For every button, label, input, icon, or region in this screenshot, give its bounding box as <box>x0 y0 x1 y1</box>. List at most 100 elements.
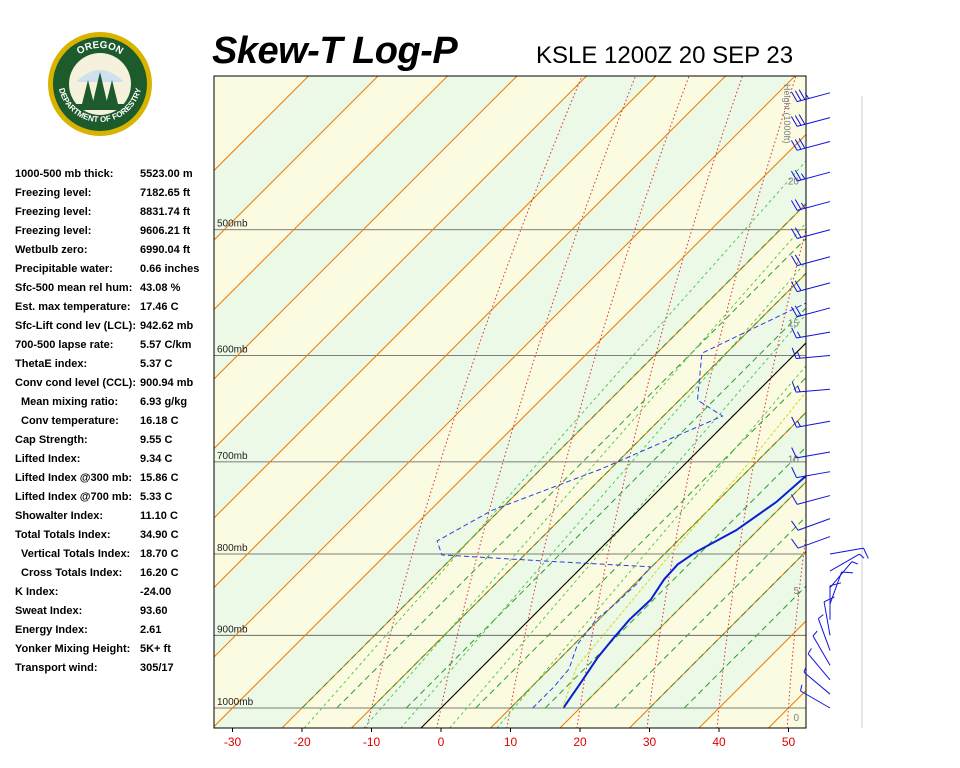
pressure-label: 400mb <box>217 65 248 76</box>
index-label: Wetbulb zero: <box>15 244 88 256</box>
index-value: 16.18 C <box>140 415 179 427</box>
x-tick-label: 40 <box>712 735 726 749</box>
index-label: Sfc-Lift cond lev (LCL): <box>15 320 136 332</box>
pressure-label: 700mb <box>217 451 248 462</box>
index-value: 8831.74 ft <box>140 206 191 218</box>
index-label: Vertical Totals Index: <box>21 548 131 560</box>
wind-barb <box>791 381 831 393</box>
wind-barb <box>829 561 858 589</box>
index-label: Conv cond level (CCL): <box>15 377 137 389</box>
plot-area: 12358200mb300mb400mb500mb600mb700mb800mb… <box>214 0 960 728</box>
index-value: 900.94 mb <box>140 377 194 389</box>
temperature-trace <box>562 474 806 709</box>
wind-barb <box>829 553 865 572</box>
index-label: ThetaE index: <box>15 358 88 370</box>
index-value: 11.10 C <box>140 510 178 522</box>
station-time-label: KSLE 1200Z 20 SEP 23 <box>536 42 794 69</box>
index-label: Est. max temperature: <box>15 301 131 313</box>
wind-barb <box>803 666 831 695</box>
index-value: 5523.00 m <box>140 168 193 180</box>
isotherm-line <box>214 76 657 519</box>
dry-adiabat-line <box>857 0 960 728</box>
index-value: 16.20 C <box>140 567 179 579</box>
index-label: Lifted Index @300 mb: <box>15 472 133 484</box>
logo-text-top: OREGON <box>75 40 125 57</box>
wind-barb <box>790 169 831 182</box>
index-label: Freezing level: <box>15 187 92 199</box>
wind-barb <box>817 614 831 651</box>
wind-barb <box>800 684 831 709</box>
pressure-label: 500mb <box>217 219 248 230</box>
temperature-band <box>214 76 806 727</box>
parcel-trace <box>562 391 806 709</box>
index-label: Yonker Mixing Height: <box>15 643 131 655</box>
index-value: 7182.65 ft <box>140 187 191 199</box>
pressure-label: 600mb <box>217 345 248 356</box>
index-value: 9606.21 ft <box>140 225 191 237</box>
dry-adiabat-line <box>646 76 797 728</box>
wind-barb <box>790 114 831 127</box>
isotherm-line <box>214 133 806 728</box>
index-label: Lifted Index @700 mb: <box>15 491 133 503</box>
index-label: Energy Index: <box>15 624 88 636</box>
wind-barb <box>791 536 831 549</box>
index-label: Lifted Index: <box>15 453 81 465</box>
wind-barb <box>790 280 831 293</box>
height-tick-label: 20 <box>788 177 800 188</box>
isotherm-line <box>559 481 806 728</box>
wind-barb <box>790 254 831 267</box>
wind-barb <box>829 571 854 605</box>
index-value: 0.66 inches <box>140 263 200 275</box>
wind-barb <box>812 630 831 666</box>
height-tick-label: 10 <box>788 455 800 466</box>
index-label: Freezing level: <box>15 206 92 218</box>
wind-barb <box>790 227 831 240</box>
pressure-label: 800mb <box>217 543 248 554</box>
dry-adiabat-line <box>927 0 960 728</box>
index-value: 5K+ ft <box>140 643 171 655</box>
mixing-ratio-line <box>449 313 806 728</box>
dewpoint-trace <box>436 302 806 709</box>
wind-barb <box>790 138 831 151</box>
height-tick-label: 0 <box>793 713 799 724</box>
height-axis-label: Height (1000ft) <box>782 84 792 144</box>
x-tick-label: -30 <box>224 735 242 749</box>
wind-barb <box>791 467 831 479</box>
index-value: 2.61 <box>140 624 162 636</box>
index-label: 1000-500 mb thick: <box>15 168 114 180</box>
height-tick-label: 15 <box>788 318 800 329</box>
wind-barb <box>790 89 831 103</box>
index-value: 5.33 C <box>140 491 173 503</box>
wind-barb <box>791 518 831 531</box>
index-value: 34.90 C <box>140 529 179 541</box>
wind-barb <box>790 199 831 211</box>
wind-barb <box>790 494 831 505</box>
wind-barb <box>791 416 831 428</box>
index-value: 93.60 <box>140 605 168 617</box>
pressure-label: 1000mb <box>217 697 254 708</box>
wind-barb <box>807 648 831 681</box>
dry-adiabat-line <box>436 76 637 728</box>
index-value: 5.57 C/km <box>140 339 192 351</box>
index-value: 6.93 g/kg <box>140 396 188 408</box>
index-value: 6990.04 ft <box>140 244 191 256</box>
chart-title: Skew-T Log-P <box>212 30 458 72</box>
index-value: 17.46 C <box>140 301 179 313</box>
x-tick-label: -10 <box>363 735 381 749</box>
index-label: Conv temperature: <box>21 415 119 427</box>
x-tick-label: 0 <box>438 735 445 749</box>
isotherm-line <box>281 203 806 728</box>
index-value: 942.62 mb <box>140 320 194 332</box>
index-value: 305/17 <box>140 662 174 674</box>
index-value: 43.08 % <box>140 282 181 294</box>
index-value: 5.37 C <box>140 358 173 370</box>
x-tick-label: 30 <box>643 735 657 749</box>
wind-barb <box>791 447 831 459</box>
wind-barb <box>790 305 831 318</box>
index-value: 18.70 C <box>140 548 179 560</box>
isotherm-line <box>214 76 727 589</box>
svg-text:OREGON: OREGON <box>75 40 125 57</box>
mixing-ratio-line <box>400 261 806 728</box>
x-tick-label: 10 <box>504 735 518 749</box>
